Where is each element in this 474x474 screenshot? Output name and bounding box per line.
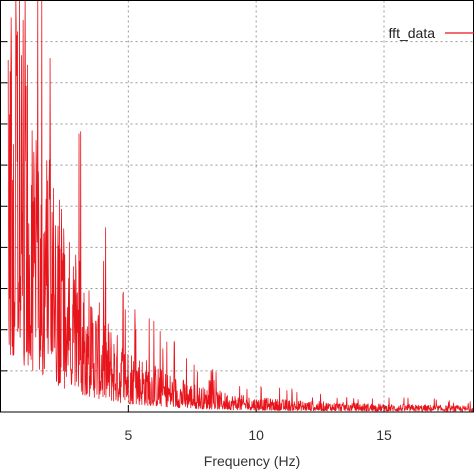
x-tick-label: 5 [124,427,132,443]
x-axis-title: Frequency (Hz) [204,453,300,469]
x-tick-labels: 5 10 15 [124,427,392,443]
fft-data-series-line [7,0,474,412]
legend: fft_data [389,25,474,41]
legend-label: fft_data [389,25,436,41]
x-tick-label: 15 [376,427,392,443]
x-tick-label: 10 [248,427,264,443]
